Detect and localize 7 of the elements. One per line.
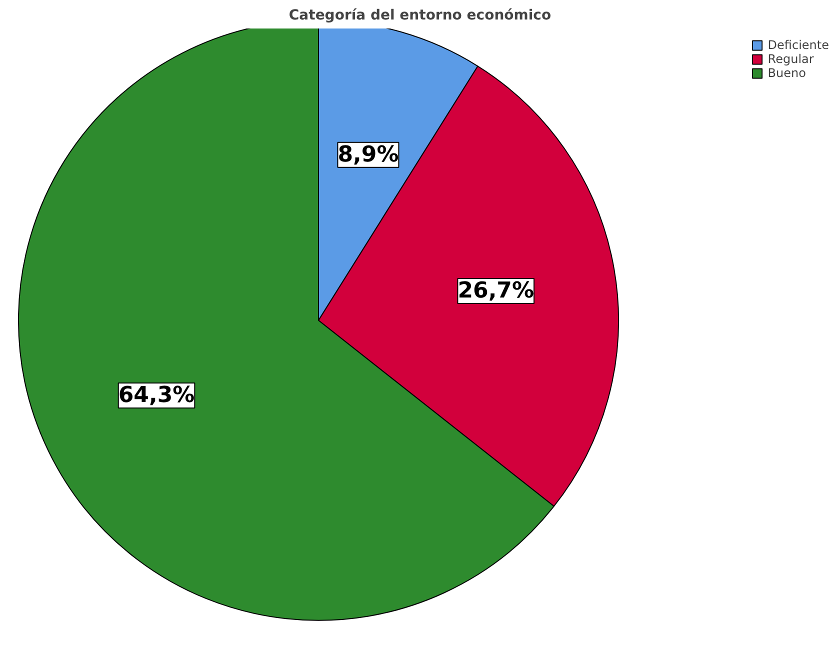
chart-title: Categoría del entorno económico: [288, 8, 552, 24]
legend-label: Bueno: [768, 66, 806, 80]
legend-label: Regular: [768, 52, 814, 66]
data-label: 64,3%: [118, 382, 195, 408]
data-label: 8,9%: [338, 142, 399, 168]
data-label: 26,7%: [458, 278, 534, 304]
legend-label: Deficiente: [768, 38, 829, 52]
